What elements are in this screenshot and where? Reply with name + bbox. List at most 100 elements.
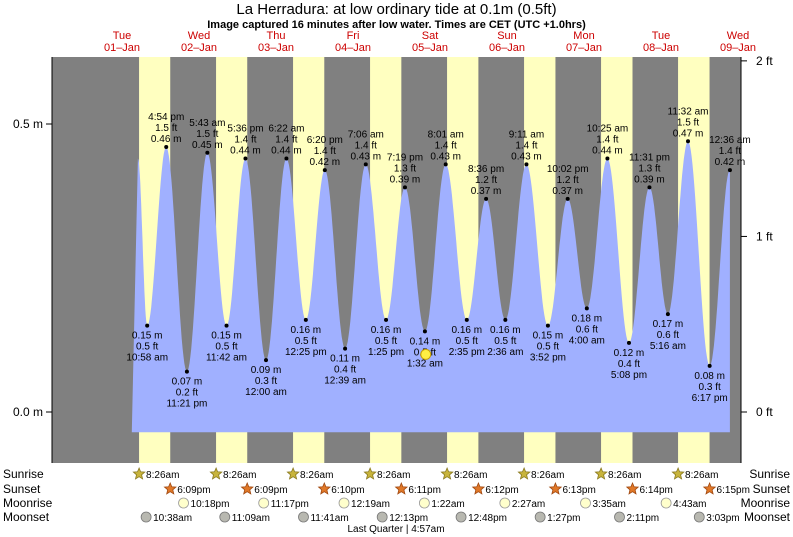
tide-ft-label: 0.6 ft	[657, 330, 679, 341]
day-name-label: Fri	[347, 30, 360, 42]
tide-ft-label: 1.2 ft	[557, 175, 579, 186]
tide-time-label: 9:11 am	[509, 129, 544, 140]
tide-point	[343, 346, 348, 351]
tide-point	[164, 145, 169, 150]
tide-ft-label: 0.6 ft	[576, 324, 598, 335]
sunrise-icon	[594, 466, 608, 480]
day-date-label: 04–Jan	[335, 42, 371, 54]
day-date-label: 02–Jan	[181, 42, 217, 54]
day-name-label: Sat	[422, 30, 439, 42]
tide-ft-label: 1.4 ft	[234, 135, 256, 146]
day-name-label: Tue	[113, 30, 132, 42]
tide-point	[243, 156, 248, 161]
chart-title: La Herradura: at low ordinary tide at 0.…	[236, 1, 557, 18]
tide-m-label: 0.16 m	[371, 325, 402, 336]
y-tick-label-right: 2 ft	[756, 54, 773, 68]
tide-point	[145, 323, 150, 328]
sunrise-icon	[209, 466, 223, 480]
tide-ft-label: 1.4 ft	[515, 140, 537, 151]
tide-ft-label: 1.5 ft	[155, 123, 177, 134]
moonrise-time: 4:43am	[673, 499, 706, 510]
tide-m-label: 0.09 m	[251, 365, 282, 376]
current-time-sun-icon	[420, 348, 432, 360]
tide-time-label: 7:19 pm	[387, 152, 423, 163]
tide-point	[626, 340, 631, 345]
sunset-icon	[317, 481, 331, 495]
sunrise-icon	[132, 466, 146, 480]
tide-m-label: 0.39 m	[634, 174, 665, 185]
day-date-label: 03–Jan	[258, 42, 294, 54]
sunrise-time: 8:26am	[531, 470, 564, 481]
sunrise-icon	[671, 466, 685, 480]
tide-time-label: 6:17 pm	[692, 393, 728, 404]
sunset-time: 6:10pm	[331, 485, 364, 496]
tide-time-label: 5:43 am	[189, 118, 225, 129]
tide-time-label: 11:42 am	[206, 353, 247, 364]
tide-m-label: 0.39 m	[390, 174, 421, 185]
moonset-time: 3:03pm	[706, 513, 739, 524]
tide-ft-label: 1.4 ft	[596, 135, 618, 146]
tide-m-label: 0.45 m	[192, 140, 223, 151]
y-tick-label-left: 0.5 m	[13, 117, 43, 131]
sunset-time: 6:15pm	[717, 485, 750, 496]
day-date-label: 08–Jan	[643, 42, 679, 54]
moonrise-icon	[660, 497, 672, 509]
sunset-time: 6:11pm	[408, 485, 441, 496]
tide-m-label: 0.44 m	[592, 146, 623, 157]
tide-ft-label: 1.4 ft	[314, 146, 336, 157]
tide-ft-label: 0.5 ft	[456, 336, 478, 347]
moonset-time: 11:41am	[310, 513, 348, 524]
sunrise-time: 8:26am	[454, 470, 487, 481]
sunrise-time: 8:26am	[300, 470, 333, 481]
sunset-icon	[625, 481, 640, 495]
tide-ft-label: 1.4 ft	[719, 146, 741, 157]
moonrise-time: 3:35am	[592, 499, 625, 510]
tide-curve	[131, 141, 730, 433]
sunset-time: 6:09pm	[177, 485, 210, 496]
tide-point	[184, 369, 189, 374]
tide-m-label: 0.15 m	[211, 331, 242, 342]
tide-point	[284, 156, 289, 161]
tide-m-label: 0.16 m	[291, 325, 322, 336]
moonset-icon	[614, 511, 625, 523]
tide-point	[545, 323, 550, 328]
moonset-time: 2:11pm	[627, 513, 660, 524]
moonrise-icon	[499, 497, 511, 509]
day-name-label: Wed	[188, 30, 210, 42]
tide-m-label: 0.42 m	[310, 157, 341, 168]
tide-point	[503, 317, 508, 322]
tide-point	[363, 162, 368, 167]
day-labels: Tue01–JanWed02–JanThu03–JanFri04–JanSat0…	[104, 30, 756, 54]
tide-ft-label: 1.4 ft	[435, 140, 457, 151]
tide-ft-label: 1.4 ft	[275, 135, 297, 146]
sunrise-row-label-right: Sunrise	[749, 467, 790, 481]
tide-point	[565, 196, 570, 201]
sunset-time: 6:12pm	[485, 485, 518, 496]
moonset-row-label-right: Moonset	[744, 510, 791, 524]
tide-ft-label: 0.5 ft	[537, 342, 559, 353]
tide-point	[303, 317, 308, 322]
tide-time-label: 3:52 pm	[530, 353, 566, 364]
tide-time-label: 12:25 pm	[285, 347, 327, 358]
sunset-icon	[163, 481, 177, 495]
tide-ft-label: 0.4 ft	[334, 365, 356, 376]
sunrise-time: 8:26am	[146, 470, 179, 481]
tide-point	[443, 162, 448, 167]
moonrise-row-label-left: Moonrise	[3, 496, 53, 510]
y-tick-label-right: 1 ft	[756, 229, 773, 243]
moonset-icon	[376, 511, 388, 523]
tide-ft-label: 0.5 ft	[215, 342, 237, 353]
tide-m-label: 0.43 m	[350, 151, 381, 162]
tide-time-label: 12:00 am	[245, 387, 287, 398]
day-date-label: 06–Jan	[489, 42, 525, 54]
y-tick-label-right: 0 ft	[756, 405, 773, 419]
tide-ft-label: 1.2 ft	[475, 175, 497, 186]
tide-m-label: 0.12 m	[614, 348, 645, 359]
tide-m-label: 0.47 m	[673, 128, 704, 139]
tide-point	[605, 156, 610, 161]
moonrise-icon	[258, 497, 270, 509]
sunrise-icon	[517, 466, 531, 480]
tide-ft-label: 0.5 ft	[136, 342, 158, 353]
